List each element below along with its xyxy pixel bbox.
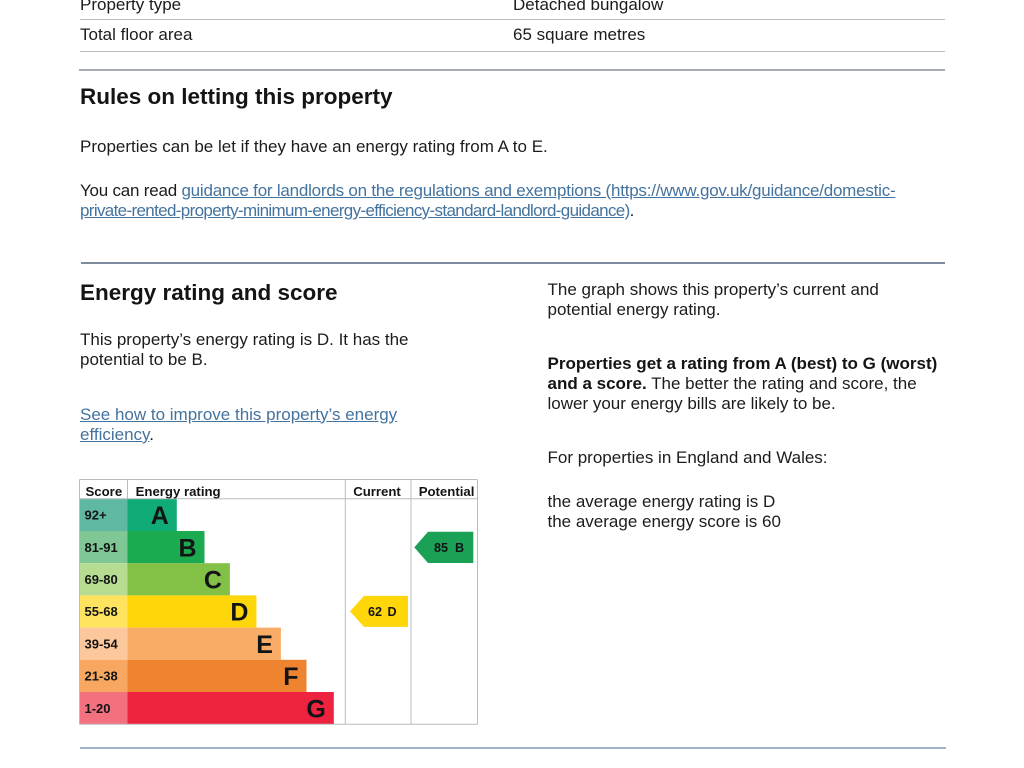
- svg-text:D: D: [388, 605, 397, 619]
- svg-text:21-38: 21-38: [85, 668, 118, 683]
- svg-text:E: E: [256, 630, 273, 658]
- svg-text:Current: Current: [353, 484, 401, 499]
- svg-text:B: B: [178, 534, 196, 562]
- svg-text:69-80: 69-80: [85, 572, 118, 587]
- svg-text:G: G: [306, 695, 325, 723]
- svg-text:D: D: [230, 598, 248, 626]
- svg-text:Energy rating: Energy rating: [136, 484, 221, 499]
- svg-text:62: 62: [368, 605, 382, 619]
- svg-text:Score: Score: [86, 484, 123, 499]
- svg-text:A: A: [151, 502, 169, 530]
- svg-text:C: C: [204, 566, 222, 594]
- svg-text:39-54: 39-54: [85, 636, 119, 651]
- svg-text:B: B: [455, 541, 464, 555]
- svg-text:55-68: 55-68: [85, 604, 118, 619]
- svg-text:F: F: [283, 663, 298, 691]
- svg-text:Potential: Potential: [419, 484, 475, 499]
- svg-text:81-91: 81-91: [85, 539, 118, 554]
- svg-text:85: 85: [434, 541, 448, 555]
- svg-text:92+: 92+: [85, 507, 107, 522]
- svg-text:1-20: 1-20: [85, 700, 111, 715]
